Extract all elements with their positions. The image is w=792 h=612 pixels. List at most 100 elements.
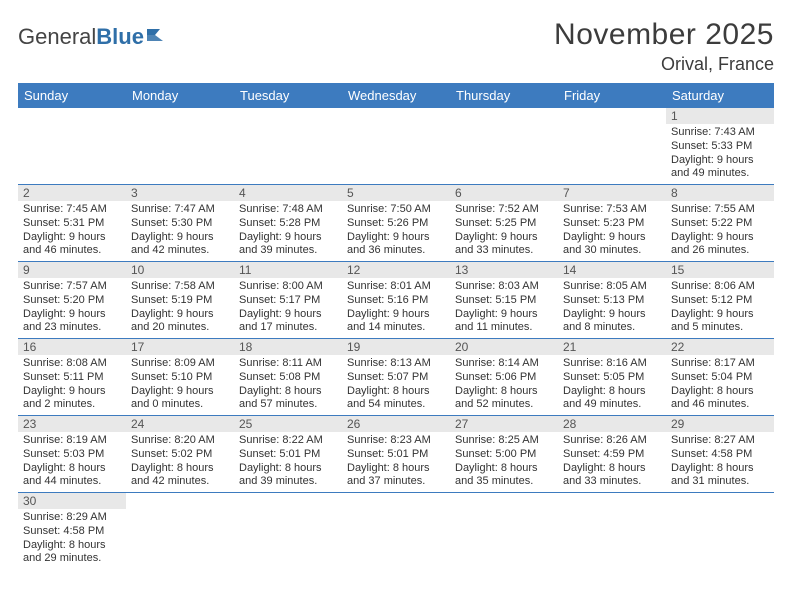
day-number: 16 bbox=[18, 339, 126, 355]
daylight-line-2: and 49 minutes. bbox=[671, 167, 769, 181]
day-number: 12 bbox=[342, 262, 450, 278]
sunset-line: Sunset: 5:05 PM bbox=[563, 371, 661, 385]
day-cell: 20Sunrise: 8:14 AMSunset: 5:06 PMDayligh… bbox=[450, 339, 558, 415]
day-number-empty bbox=[18, 108, 126, 124]
daylight-line-2: and 39 minutes. bbox=[239, 244, 337, 258]
day-body: Sunrise: 8:22 AMSunset: 5:01 PMDaylight:… bbox=[234, 432, 342, 492]
day-cell-empty bbox=[450, 108, 558, 184]
page-header: GeneralBlue November 2025 Orival, France bbox=[18, 18, 774, 75]
day-header-cell: Sunday bbox=[18, 83, 126, 108]
sunset-line: Sunset: 5:00 PM bbox=[455, 448, 553, 462]
day-cell: 6Sunrise: 7:52 AMSunset: 5:25 PMDaylight… bbox=[450, 185, 558, 261]
brand-part2: Blue bbox=[96, 24, 144, 50]
daylight-line-2: and 29 minutes. bbox=[23, 552, 121, 566]
day-cell: 30Sunrise: 8:29 AMSunset: 4:58 PMDayligh… bbox=[18, 493, 126, 569]
day-number: 17 bbox=[126, 339, 234, 355]
daylight-line-2: and 23 minutes. bbox=[23, 321, 121, 335]
daylight-line-1: Daylight: 8 hours bbox=[563, 385, 661, 399]
sunrise-line: Sunrise: 7:57 AM bbox=[23, 280, 121, 294]
sunrise-line: Sunrise: 8:00 AM bbox=[239, 280, 337, 294]
day-number: 18 bbox=[234, 339, 342, 355]
daylight-line-2: and 52 minutes. bbox=[455, 398, 553, 412]
day-cell-empty bbox=[234, 493, 342, 569]
daylight-line-1: Daylight: 9 hours bbox=[131, 385, 229, 399]
daylight-line-2: and 42 minutes. bbox=[131, 475, 229, 489]
day-number-empty bbox=[558, 493, 666, 509]
day-number: 28 bbox=[558, 416, 666, 432]
day-body: Sunrise: 7:47 AMSunset: 5:30 PMDaylight:… bbox=[126, 201, 234, 261]
sunrise-line: Sunrise: 8:25 AM bbox=[455, 434, 553, 448]
day-cell: 11Sunrise: 8:00 AMSunset: 5:17 PMDayligh… bbox=[234, 262, 342, 338]
daylight-line-2: and 2 minutes. bbox=[23, 398, 121, 412]
day-body: Sunrise: 7:50 AMSunset: 5:26 PMDaylight:… bbox=[342, 201, 450, 261]
day-number: 9 bbox=[18, 262, 126, 278]
day-cell: 13Sunrise: 8:03 AMSunset: 5:15 PMDayligh… bbox=[450, 262, 558, 338]
day-number-empty bbox=[342, 493, 450, 509]
day-number: 27 bbox=[450, 416, 558, 432]
daylight-line-2: and 36 minutes. bbox=[347, 244, 445, 258]
calendar-grid: SundayMondayTuesdayWednesdayThursdayFrid… bbox=[18, 83, 774, 569]
daylight-line-2: and 17 minutes. bbox=[239, 321, 337, 335]
sunrise-line: Sunrise: 7:50 AM bbox=[347, 203, 445, 217]
day-header-cell: Tuesday bbox=[234, 83, 342, 108]
day-number-empty bbox=[234, 108, 342, 124]
daylight-line-1: Daylight: 8 hours bbox=[671, 462, 769, 476]
daylight-line-1: Daylight: 9 hours bbox=[563, 308, 661, 322]
day-body: Sunrise: 7:52 AMSunset: 5:25 PMDaylight:… bbox=[450, 201, 558, 261]
sunrise-line: Sunrise: 8:27 AM bbox=[671, 434, 769, 448]
sunset-line: Sunset: 5:08 PM bbox=[239, 371, 337, 385]
daylight-line-2: and 26 minutes. bbox=[671, 244, 769, 258]
day-cell: 5Sunrise: 7:50 AMSunset: 5:26 PMDaylight… bbox=[342, 185, 450, 261]
day-body: Sunrise: 7:57 AMSunset: 5:20 PMDaylight:… bbox=[18, 278, 126, 338]
day-number: 15 bbox=[666, 262, 774, 278]
sunrise-line: Sunrise: 8:11 AM bbox=[239, 357, 337, 371]
daylight-line-1: Daylight: 8 hours bbox=[239, 385, 337, 399]
sunset-line: Sunset: 5:02 PM bbox=[131, 448, 229, 462]
daylight-line-2: and 54 minutes. bbox=[347, 398, 445, 412]
sunrise-line: Sunrise: 8:13 AM bbox=[347, 357, 445, 371]
day-cell-empty bbox=[558, 493, 666, 569]
day-cell: 23Sunrise: 8:19 AMSunset: 5:03 PMDayligh… bbox=[18, 416, 126, 492]
day-body: Sunrise: 8:17 AMSunset: 5:04 PMDaylight:… bbox=[666, 355, 774, 415]
sunset-line: Sunset: 5:01 PM bbox=[239, 448, 337, 462]
daylight-line-2: and 11 minutes. bbox=[455, 321, 553, 335]
sunrise-line: Sunrise: 7:47 AM bbox=[131, 203, 229, 217]
daylight-line-1: Daylight: 9 hours bbox=[347, 308, 445, 322]
week-row: 1Sunrise: 7:43 AMSunset: 5:33 PMDaylight… bbox=[18, 108, 774, 185]
day-cell: 8Sunrise: 7:55 AMSunset: 5:22 PMDaylight… bbox=[666, 185, 774, 261]
daylight-line-2: and 30 minutes. bbox=[563, 244, 661, 258]
sunset-line: Sunset: 5:15 PM bbox=[455, 294, 553, 308]
daylight-line-2: and 44 minutes. bbox=[23, 475, 121, 489]
day-number: 14 bbox=[558, 262, 666, 278]
sunset-line: Sunset: 5:10 PM bbox=[131, 371, 229, 385]
day-cell: 21Sunrise: 8:16 AMSunset: 5:05 PMDayligh… bbox=[558, 339, 666, 415]
day-cell-empty bbox=[558, 108, 666, 184]
brand-part1: General bbox=[18, 24, 96, 50]
day-header-cell: Wednesday bbox=[342, 83, 450, 108]
daylight-line-1: Daylight: 8 hours bbox=[671, 385, 769, 399]
daylight-line-1: Daylight: 9 hours bbox=[671, 231, 769, 245]
day-cell: 7Sunrise: 7:53 AMSunset: 5:23 PMDaylight… bbox=[558, 185, 666, 261]
day-number: 25 bbox=[234, 416, 342, 432]
day-body: Sunrise: 8:00 AMSunset: 5:17 PMDaylight:… bbox=[234, 278, 342, 338]
day-body: Sunrise: 7:48 AMSunset: 5:28 PMDaylight:… bbox=[234, 201, 342, 261]
day-number-empty bbox=[126, 108, 234, 124]
day-body: Sunrise: 8:20 AMSunset: 5:02 PMDaylight:… bbox=[126, 432, 234, 492]
day-number: 6 bbox=[450, 185, 558, 201]
location-label: Orival, France bbox=[554, 54, 774, 75]
sunset-line: Sunset: 5:13 PM bbox=[563, 294, 661, 308]
daylight-line-1: Daylight: 9 hours bbox=[671, 308, 769, 322]
day-cell: 17Sunrise: 8:09 AMSunset: 5:10 PMDayligh… bbox=[126, 339, 234, 415]
day-cell: 28Sunrise: 8:26 AMSunset: 4:59 PMDayligh… bbox=[558, 416, 666, 492]
day-number: 24 bbox=[126, 416, 234, 432]
day-body: Sunrise: 8:13 AMSunset: 5:07 PMDaylight:… bbox=[342, 355, 450, 415]
day-cell-empty bbox=[342, 493, 450, 569]
sunrise-line: Sunrise: 7:45 AM bbox=[23, 203, 121, 217]
daylight-line-1: Daylight: 9 hours bbox=[347, 231, 445, 245]
daylight-line-1: Daylight: 9 hours bbox=[23, 385, 121, 399]
day-cell: 10Sunrise: 7:58 AMSunset: 5:19 PMDayligh… bbox=[126, 262, 234, 338]
day-body: Sunrise: 8:09 AMSunset: 5:10 PMDaylight:… bbox=[126, 355, 234, 415]
day-number: 7 bbox=[558, 185, 666, 201]
daylight-line-2: and 33 minutes. bbox=[455, 244, 553, 258]
daylight-line-1: Daylight: 8 hours bbox=[131, 462, 229, 476]
